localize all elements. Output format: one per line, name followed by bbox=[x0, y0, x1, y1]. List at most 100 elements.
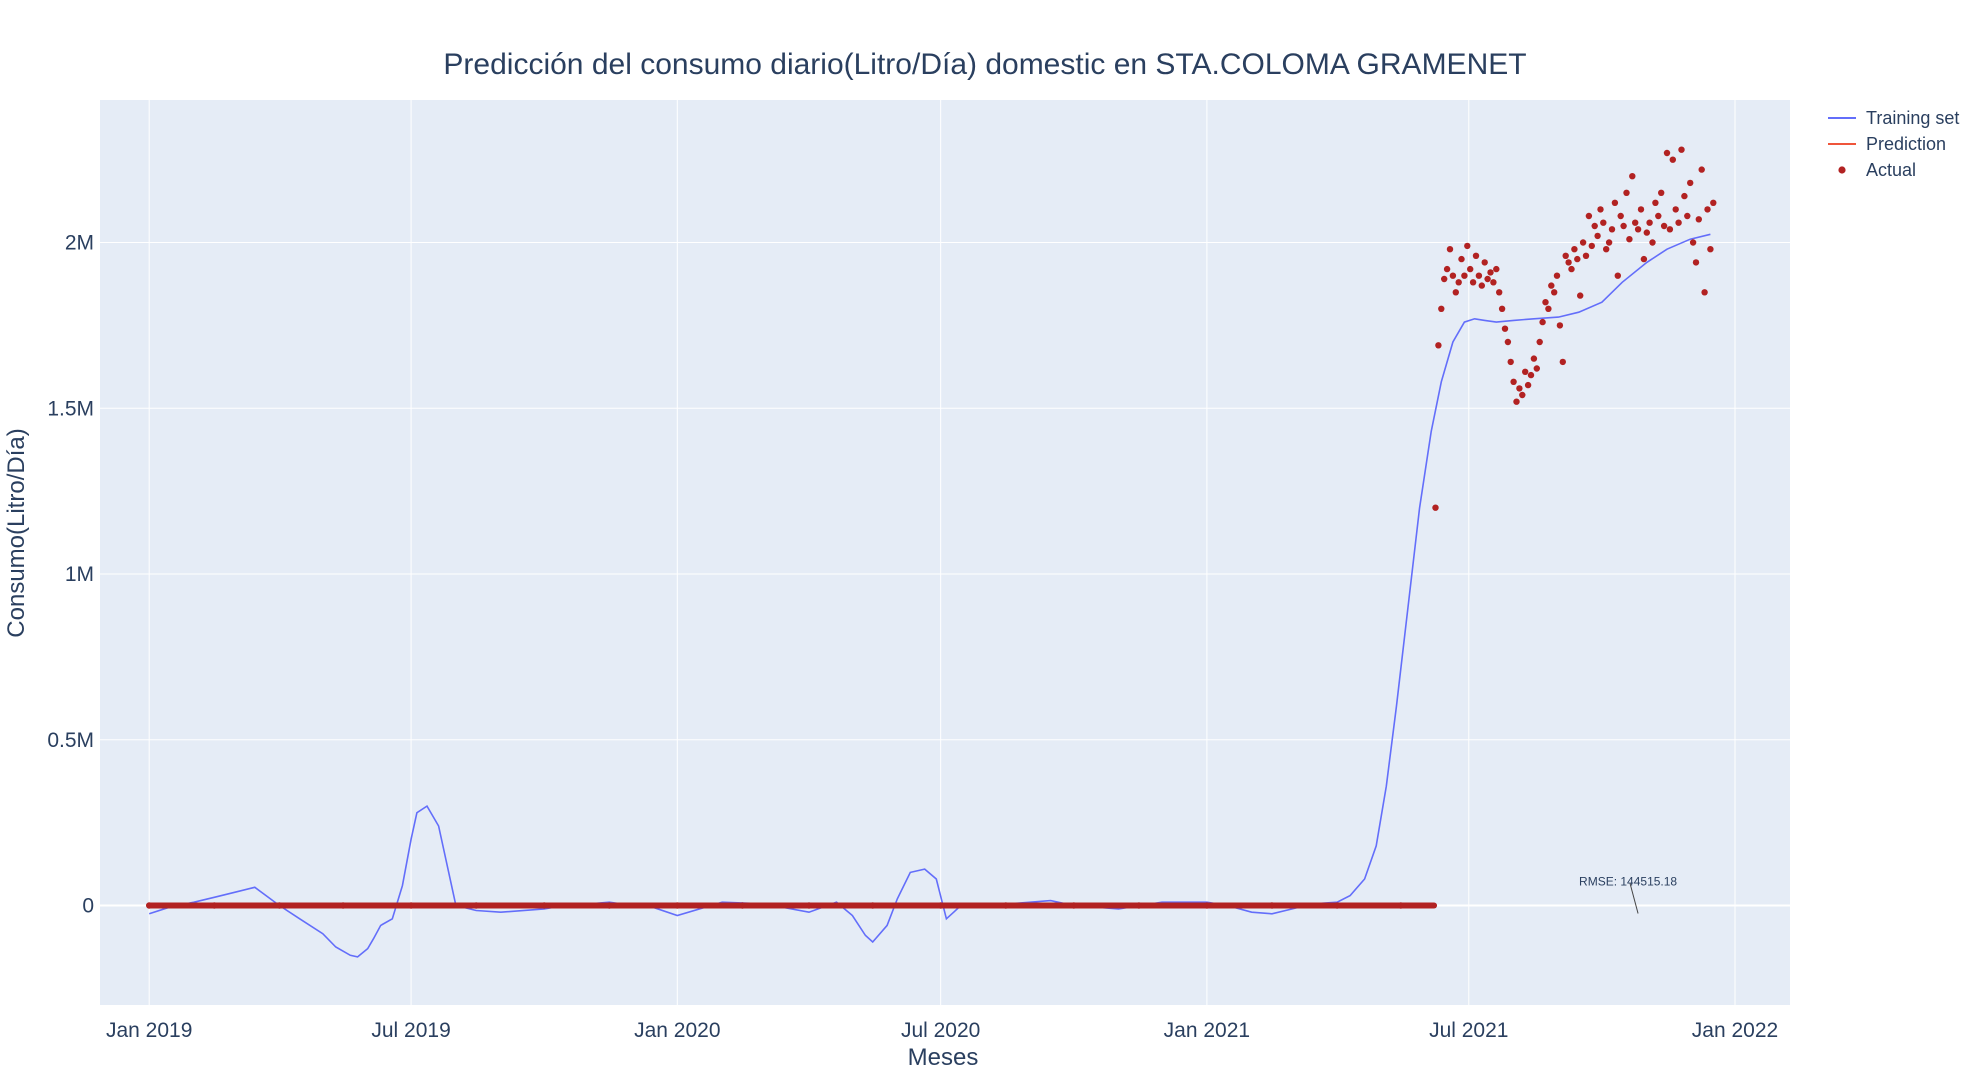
actual-point bbox=[1684, 212, 1691, 220]
actual-point bbox=[1446, 246, 1454, 253]
actual-point bbox=[739, 902, 746, 909]
legend-label: Actual bbox=[1866, 160, 1916, 180]
actual-point bbox=[1498, 305, 1506, 312]
actual-point bbox=[473, 902, 480, 909]
actual-point bbox=[1504, 338, 1512, 346]
actual-point bbox=[1591, 222, 1598, 230]
actual-point bbox=[1513, 398, 1520, 405]
y-axis-title: Consumo(Litro/Día) bbox=[3, 428, 30, 637]
actual-point bbox=[541, 902, 548, 909]
legend-item: Prediction bbox=[1828, 134, 1946, 154]
actual-point bbox=[1435, 342, 1442, 349]
actual-point bbox=[1070, 902, 1078, 909]
actual-point bbox=[1452, 289, 1460, 296]
actual-point bbox=[1582, 252, 1590, 259]
actual-point bbox=[1663, 149, 1671, 157]
actual-point bbox=[937, 902, 944, 909]
actual-point bbox=[1568, 265, 1575, 273]
actual-point bbox=[1597, 206, 1604, 213]
x-gridlines bbox=[148, 100, 1736, 1005]
actual-point bbox=[1536, 338, 1543, 346]
actual-point bbox=[1443, 265, 1451, 273]
actual-point bbox=[276, 902, 283, 909]
actual-point bbox=[1481, 259, 1488, 266]
actual-point bbox=[1565, 259, 1572, 266]
actual-point bbox=[1501, 325, 1509, 332]
series-actual bbox=[146, 146, 1717, 909]
actual-point bbox=[211, 902, 218, 909]
actual-point bbox=[1707, 246, 1714, 253]
actual-point bbox=[606, 902, 613, 909]
actual-point bbox=[1559, 358, 1567, 366]
actual-point bbox=[1646, 219, 1653, 226]
actual-point bbox=[1135, 902, 1143, 909]
legend-label: Prediction bbox=[1866, 134, 1946, 154]
actual-point bbox=[1524, 381, 1532, 389]
actual-point bbox=[1487, 269, 1494, 276]
actual-point bbox=[869, 902, 876, 909]
actual-point bbox=[1519, 391, 1526, 399]
x-tick-label: Jan 2019 bbox=[106, 1019, 192, 1042]
annotation-arrow bbox=[1629, 883, 1639, 914]
legend: Training set Prediction Actual bbox=[1828, 108, 1959, 180]
actual-point bbox=[1640, 255, 1648, 263]
legend-item: Actual bbox=[1838, 160, 1916, 180]
actual-point bbox=[1467, 265, 1474, 273]
actual-point bbox=[1605, 239, 1613, 246]
y-tick-label: 1M bbox=[65, 563, 94, 586]
actual-point bbox=[1545, 305, 1552, 312]
actual-point bbox=[1669, 156, 1677, 163]
actual-point bbox=[1464, 242, 1471, 250]
actual-point bbox=[1585, 212, 1593, 220]
actual-point bbox=[1617, 212, 1624, 220]
actual-point bbox=[1698, 166, 1705, 173]
y-tick-label: 0 bbox=[82, 895, 94, 918]
actual-point bbox=[1571, 246, 1578, 253]
actual-point bbox=[1449, 272, 1457, 279]
actual-point bbox=[1539, 318, 1546, 326]
actual-point bbox=[1548, 282, 1555, 289]
actual-point bbox=[1333, 902, 1341, 909]
actual-point bbox=[1455, 279, 1462, 286]
actual-point bbox=[1658, 189, 1665, 196]
actual-point bbox=[1490, 279, 1497, 286]
series-line bbox=[148, 233, 1711, 958]
actual-point bbox=[1608, 226, 1616, 233]
actual-point bbox=[1268, 902, 1276, 909]
actual-point bbox=[1701, 289, 1708, 296]
actual-point bbox=[1484, 275, 1491, 283]
actual-point bbox=[1692, 259, 1700, 266]
actual-point bbox=[1681, 192, 1688, 200]
actual-point bbox=[1666, 226, 1674, 233]
actual-point bbox=[1577, 292, 1584, 299]
actual-point bbox=[1626, 236, 1633, 243]
actual-point bbox=[1637, 206, 1645, 213]
actual-point bbox=[339, 902, 347, 909]
actual-point bbox=[1600, 219, 1607, 226]
actual-point bbox=[1556, 322, 1564, 329]
actual-point bbox=[1397, 902, 1405, 909]
y-tick-label: 0.5M bbox=[47, 729, 94, 752]
actual-point bbox=[1695, 216, 1703, 223]
actual-point bbox=[1458, 255, 1465, 263]
legend-marker-swatch bbox=[1838, 166, 1846, 174]
chart-title: Predicción del consumo diario(Litro/Día)… bbox=[443, 48, 1526, 81]
actual-point bbox=[1542, 299, 1549, 306]
actual-point bbox=[1623, 189, 1630, 196]
actual-point bbox=[1649, 239, 1656, 246]
actual-point bbox=[1496, 289, 1503, 296]
actual-point bbox=[1472, 252, 1480, 259]
actual-point bbox=[1510, 378, 1517, 385]
actual-point bbox=[1611, 199, 1619, 206]
actual-point bbox=[1203, 902, 1211, 909]
actual-point bbox=[1675, 219, 1682, 226]
actual-point bbox=[1660, 222, 1668, 230]
actual-point bbox=[674, 902, 681, 909]
actual-point bbox=[1652, 199, 1659, 206]
actual-point bbox=[1574, 255, 1581, 263]
series-layer bbox=[146, 146, 1717, 958]
y-tick-labels: 0 0.5M 1M 1.5M 2M bbox=[47, 232, 94, 918]
actual-point bbox=[1643, 229, 1651, 236]
